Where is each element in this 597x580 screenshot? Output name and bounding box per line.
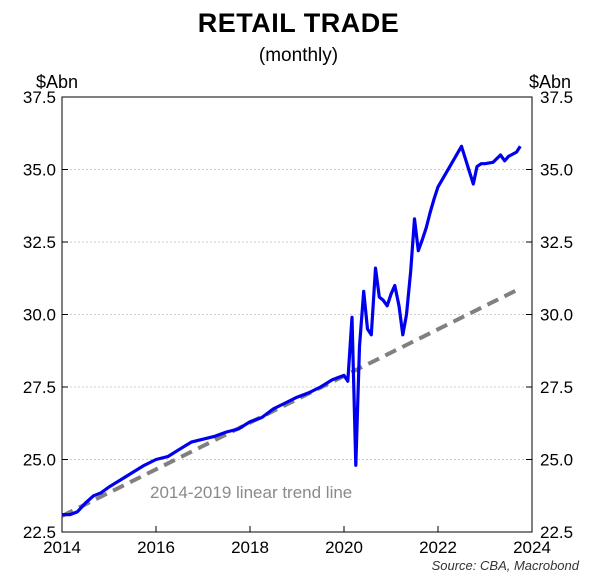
retail-trade-line: [62, 144, 522, 517]
y-tick-label-right: 27.5: [540, 378, 573, 397]
y-tick-label-left: 37.5: [23, 88, 56, 107]
x-tick-label: 2022: [419, 538, 457, 557]
y-tick-label-right: 37.5: [540, 88, 573, 107]
y-tick-label-right: 25.0: [540, 451, 573, 470]
axis-ticks: 22.5 22.5 25.0 25.0 27.5 27.5 30.0 30.0 32.5 32.5…: [23, 88, 573, 557]
x-tick-label: 2016: [137, 538, 175, 557]
y-tick-label-right: 22.5: [540, 523, 573, 542]
y-tick-label-left: 30.0: [23, 306, 56, 325]
y-tick-label-right: 35.0: [540, 161, 573, 180]
left-axis-unit: $Abn: [36, 72, 79, 92]
y-tick-label-left: 25.0: [23, 451, 56, 470]
y-tick-label-left: 35.0: [23, 161, 56, 180]
source-note: Source: CBA, Macrobond: [431, 558, 579, 573]
trend-line: [61, 286, 522, 518]
y-tick-label-left: 27.5: [23, 378, 56, 397]
trend-line-annotation: 2014-2019 linear trend line: [150, 483, 352, 502]
x-tick-label: 2024: [513, 538, 551, 557]
x-tick-label: 2020: [325, 538, 363, 557]
chart-title: RETAIL TRADE: [197, 8, 400, 38]
series-lines: [61, 144, 522, 518]
x-tick-label: 2014: [43, 538, 81, 557]
y-tick-label-right: 30.0: [540, 306, 573, 325]
plot-frame: [61, 96, 533, 533]
y-tick-label-right: 32.5: [540, 233, 573, 252]
y-tick-label-left: 32.5: [23, 233, 56, 252]
x-tick-label: 2018: [231, 538, 269, 557]
chart-subtitle: (monthly): [258, 45, 339, 66]
right-axis-unit: $Abn: [528, 72, 571, 92]
y-tick-label-left: 22.5: [23, 523, 56, 542]
